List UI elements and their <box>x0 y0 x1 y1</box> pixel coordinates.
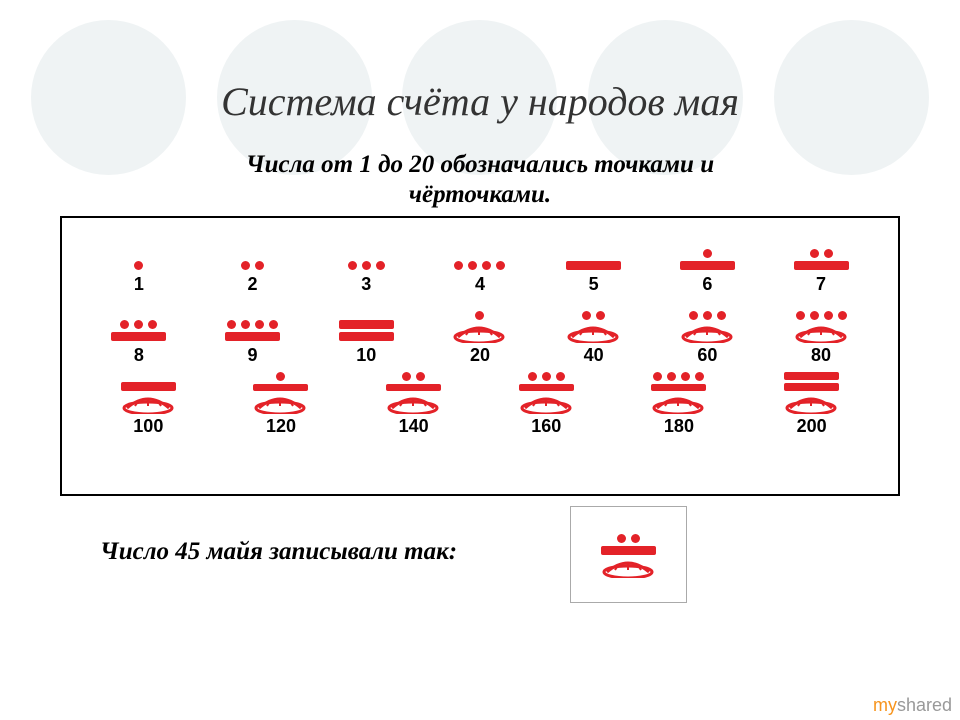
numeral-label: 160 <box>496 416 596 437</box>
numeral-cell: 80 <box>771 301 871 366</box>
numeral-cell: 140 <box>364 372 464 437</box>
numeral-cell: 10 <box>316 301 416 366</box>
numeral-label: 6 <box>657 274 757 295</box>
numeral-label: 1 <box>89 274 189 295</box>
numeral-cell: 4 <box>430 230 530 295</box>
numeral-label: 3 <box>316 274 416 295</box>
example-caption: Число 45 майя записывали так: <box>100 538 457 566</box>
numeral-label: 60 <box>657 345 757 366</box>
numeral-cell: 160 <box>496 372 596 437</box>
numeral-label: 4 <box>430 274 530 295</box>
numeral-label: 7 <box>771 274 871 295</box>
numeral-label: 200 <box>762 416 862 437</box>
numeral-cell: 60 <box>657 301 757 366</box>
slide: Система счёта у народов мая Числа от 1 д… <box>0 0 960 720</box>
watermark: myshared <box>873 695 952 716</box>
numeral-cell: 100 <box>98 372 198 437</box>
numeral-cell: 3 <box>316 230 416 295</box>
numeral-label: 10 <box>316 345 416 366</box>
example-glyph-box <box>570 506 687 603</box>
numeral-cell: 1 <box>89 230 189 295</box>
slide-subtitle: Числа от 1 до 20 обозначались точками и … <box>0 150 960 210</box>
numeral-label: 180 <box>629 416 729 437</box>
numerals-panel: 1234567 89 10 20 40 60 80 100 120 140 160 180 200 <box>60 216 900 496</box>
numeral-label: 2 <box>203 274 303 295</box>
numeral-cell: 6 <box>657 230 757 295</box>
numeral-label: 20 <box>430 345 530 366</box>
numeral-label: 9 <box>203 345 303 366</box>
numeral-cell: 5 <box>544 230 644 295</box>
numeral-label: 120 <box>231 416 331 437</box>
numeral-cell: 180 <box>629 372 729 437</box>
slide-title: Система счёта у народов мая <box>0 78 960 125</box>
numeral-label: 8 <box>89 345 189 366</box>
numeral-label: 80 <box>771 345 871 366</box>
numeral-cell: 9 <box>203 301 303 366</box>
numeral-cell: 120 <box>231 372 331 437</box>
numeral-label: 140 <box>364 416 464 437</box>
numeral-cell: 200 <box>762 372 862 437</box>
numeral-label: 100 <box>98 416 198 437</box>
watermark-part1: my <box>873 695 897 715</box>
numeral-cell: 40 <box>544 301 644 366</box>
numeral-label: 40 <box>544 345 644 366</box>
numeral-cell: 8 <box>89 301 189 366</box>
numeral-cell: 20 <box>430 301 530 366</box>
watermark-part2: shared <box>897 695 952 715</box>
numeral-cell: 2 <box>203 230 303 295</box>
numeral-cell: 7 <box>771 230 871 295</box>
numeral-label: 5 <box>544 274 644 295</box>
